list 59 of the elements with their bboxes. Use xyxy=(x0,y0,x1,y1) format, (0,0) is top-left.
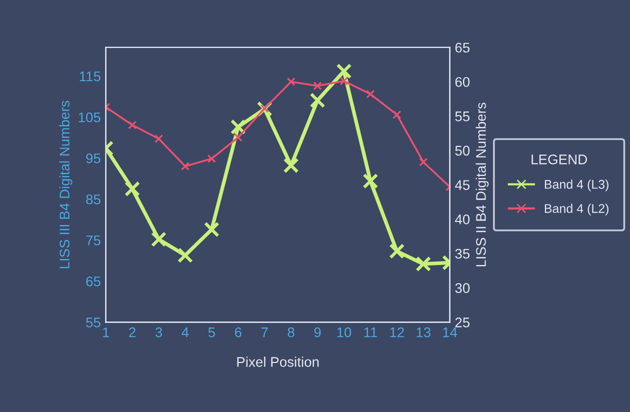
x-tick-label: 12 xyxy=(390,327,404,338)
point xyxy=(230,119,246,135)
point xyxy=(283,158,299,174)
point xyxy=(313,82,322,90)
y-tick-label: 55 xyxy=(86,318,100,328)
x-tick-label: 11 xyxy=(364,328,377,338)
point xyxy=(154,134,164,144)
y2-tick-label: 60 xyxy=(455,77,470,87)
point xyxy=(419,158,428,166)
x-tick-label: 8 xyxy=(288,327,294,338)
x-axis-title: Pixel Position xyxy=(237,356,319,367)
x-tick-label: 14 xyxy=(443,328,458,338)
point xyxy=(204,222,220,238)
x-tick-label: 10 xyxy=(337,327,352,338)
x-tick-label: 6 xyxy=(234,327,242,338)
point xyxy=(150,232,167,248)
point xyxy=(177,248,193,264)
legend-title: LEGEND xyxy=(532,154,587,164)
y2-tick-label: 65 xyxy=(455,42,470,53)
y-tick-label: 85 xyxy=(86,194,100,204)
x-tick-label: 9 xyxy=(314,327,321,338)
x-tick-label: 1 xyxy=(103,328,110,338)
y-tick-label: 65 xyxy=(86,276,100,286)
point xyxy=(260,104,269,113)
legend-label: Band 4 (L2) xyxy=(544,204,608,216)
point xyxy=(416,256,432,272)
point xyxy=(362,173,378,189)
y2-tick-label: 55 xyxy=(455,112,470,122)
point xyxy=(366,90,375,98)
x-tick-label: 7 xyxy=(261,328,268,338)
y-axis-title: LISS III B4 Digital Numbers xyxy=(59,100,72,268)
x-tick-label: 4 xyxy=(182,328,189,338)
y2-axis-title: LISS II B4 Digital Numbers xyxy=(476,102,489,266)
x-tick-label: 13 xyxy=(416,327,430,338)
point xyxy=(310,92,326,108)
y-tick-label: 95 xyxy=(86,153,100,164)
y-tick-label: 105 xyxy=(78,112,100,122)
y2-tick-label: 30 xyxy=(455,283,470,294)
point xyxy=(389,243,405,260)
x-tick-label: 2 xyxy=(129,327,136,338)
point xyxy=(286,77,296,86)
point xyxy=(336,63,352,79)
point xyxy=(180,162,190,171)
point xyxy=(234,133,242,142)
point xyxy=(207,154,216,163)
x-tick-label: 5 xyxy=(208,328,215,338)
x-tick-label: 3 xyxy=(155,327,162,338)
point xyxy=(124,181,140,197)
point xyxy=(128,120,137,130)
y2-tick-label: 50 xyxy=(455,146,470,156)
y2-tick-label: 40 xyxy=(455,214,470,224)
point xyxy=(340,76,348,86)
legend-label: Band 4 (L3) xyxy=(544,180,608,192)
y2-tick-label: 45 xyxy=(455,180,470,190)
y2-tick-label: 25 xyxy=(455,318,470,328)
y2-tick-label: 35 xyxy=(455,248,470,259)
y-tick-label: 115 xyxy=(80,72,100,82)
y-tick-label: 75 xyxy=(86,236,100,246)
point xyxy=(392,110,402,120)
